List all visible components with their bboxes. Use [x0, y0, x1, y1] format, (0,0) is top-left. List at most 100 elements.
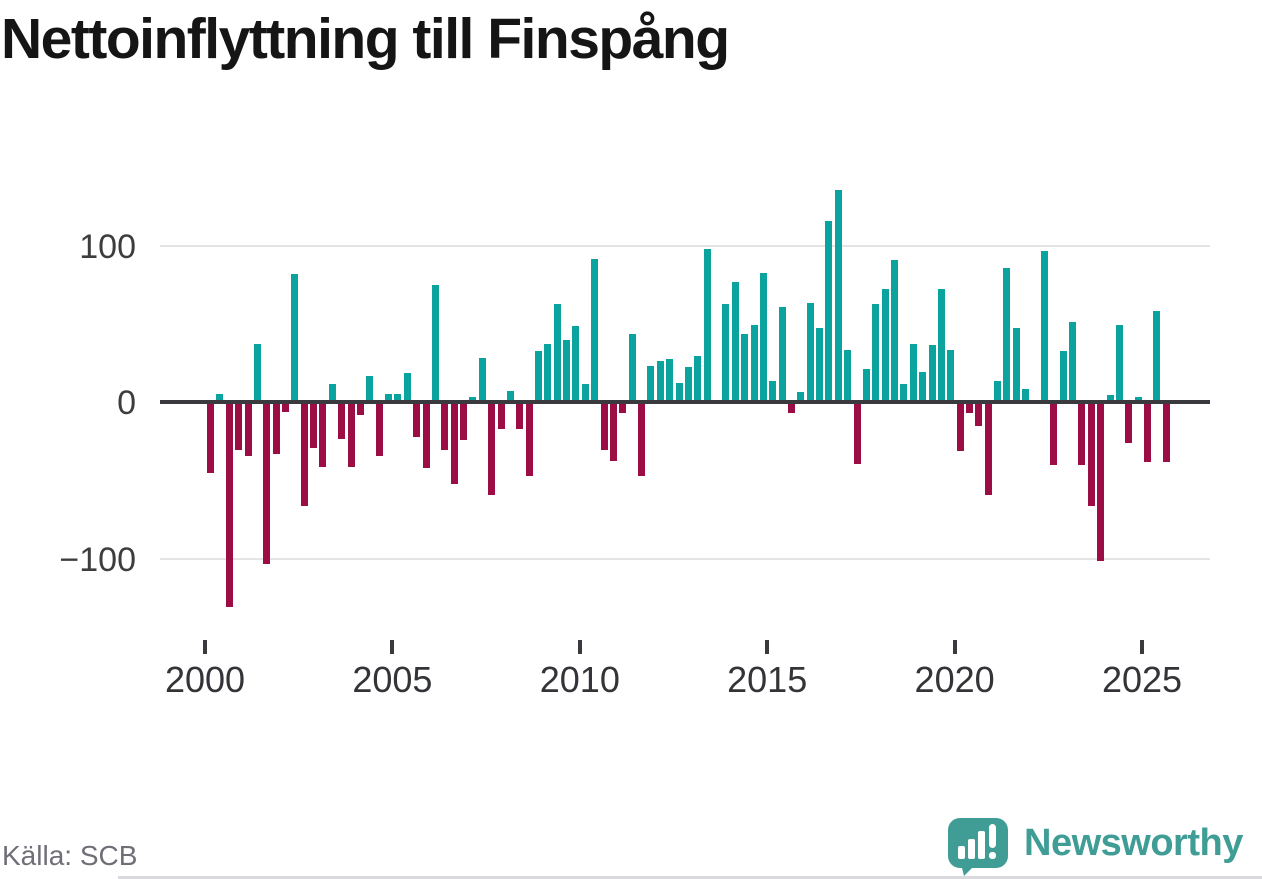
bar-2001-q4 — [272, 404, 280, 455]
bar-2019-q4 — [947, 349, 955, 400]
bar-2022-q4 — [1059, 351, 1067, 400]
bar-2009-q2 — [553, 304, 561, 400]
bar-2024-q4 — [1134, 396, 1142, 400]
bar-2005-q2 — [403, 373, 411, 400]
y-axis-label-minus-100: −100 — [59, 541, 136, 579]
bar-2025-q2 — [1153, 310, 1161, 400]
bar-2010-q2 — [591, 258, 599, 400]
bar-2011-q3 — [638, 404, 645, 477]
bar-2005-q1 — [394, 393, 402, 400]
newsworthy-logo: Newsworthy — [946, 810, 1262, 876]
x-tick-2015 — [765, 640, 770, 654]
x-axis-label-2015: 2015 — [727, 659, 808, 700]
bar-2017-q1 — [844, 349, 852, 400]
bar-2008-q3 — [525, 404, 533, 477]
bar-2011-q2 — [628, 334, 636, 400]
bar-2013-q4 — [722, 304, 730, 400]
bar-2016-q2 — [816, 327, 823, 400]
bar-2020-q3 — [975, 404, 983, 426]
bar-2023-q4 — [1097, 404, 1105, 561]
bar-2007-q1 — [469, 396, 477, 400]
bar-2017-q2 — [853, 404, 861, 464]
bar-2011-q1 — [619, 404, 627, 414]
bar-2012-q2 — [666, 359, 674, 400]
bar-2002-q2 — [291, 274, 299, 400]
bar-2020-q1 — [956, 404, 964, 452]
bar-2002-q1 — [282, 404, 289, 412]
x-axis-label-2005: 2005 — [352, 659, 433, 700]
bar-2016-q4 — [834, 189, 842, 400]
bar-2009-q3 — [563, 340, 571, 400]
bar-2009-q4 — [572, 326, 580, 400]
bar-2015-q4 — [797, 392, 805, 400]
bar-2017-q4 — [872, 304, 880, 400]
x-tick-2020 — [952, 640, 957, 654]
bar-2025-q1 — [1144, 404, 1151, 463]
bar-2010-q1 — [581, 384, 589, 400]
bar-2015-q3 — [787, 404, 795, 414]
bar-2007-q2 — [478, 357, 486, 400]
bar-2001-q3 — [263, 404, 271, 565]
bar-2006-q1 — [431, 285, 439, 400]
x-tick-2010 — [577, 640, 582, 654]
bar-2004-q1 — [356, 404, 364, 415]
bar-2000-q3 — [225, 404, 233, 607]
bar-2014-q3 — [750, 324, 758, 400]
bar-2022-q2 — [1040, 250, 1048, 400]
net-migration-bar-chart: 100 0 −100 2000 2005 2010 2015 2020 2025 — [59, 189, 1210, 700]
x-axis-label-2025: 2025 — [1101, 659, 1183, 700]
bar-2011-q4 — [647, 365, 655, 400]
bar-2000-q4 — [235, 404, 243, 450]
x-axis-label-2020: 2020 — [914, 659, 995, 700]
x-tick-2005 — [390, 640, 395, 654]
bar-2024-q3 — [1125, 404, 1133, 444]
zero-axis-line — [160, 400, 1210, 404]
bar-2012-q4 — [684, 367, 692, 400]
gridline-minus-100 — [160, 558, 1210, 560]
bar-2002-q3 — [300, 404, 308, 506]
bar-2015-q2 — [778, 307, 786, 400]
bar-2007-q3 — [488, 404, 496, 496]
bar-2019-q2 — [928, 345, 936, 401]
x-axis-label-2010: 2010 — [539, 659, 620, 700]
bar-2008-q2 — [516, 404, 524, 430]
bar-2013-q2 — [703, 249, 711, 400]
bar-2021-q1 — [994, 381, 1002, 400]
speech-bubble-bar-chart-icon — [948, 818, 1008, 876]
bar-2003-q1 — [319, 404, 327, 467]
y-axis-label-0: 0 — [117, 384, 136, 422]
bar-2019-q3 — [937, 288, 945, 400]
page-title: Nettoinflyttning till Finspång — [1, 7, 730, 71]
y-axis-label-100: 100 — [79, 228, 136, 266]
bar-2024-q1 — [1106, 395, 1114, 400]
bar-2003-q3 — [338, 404, 346, 439]
bar-2024-q2 — [1115, 324, 1123, 400]
bar-2003-q4 — [347, 404, 355, 467]
bar-2015-q1 — [769, 381, 777, 400]
bar-2006-q4 — [460, 404, 467, 441]
bar-2002-q4 — [310, 404, 318, 448]
brand-name: Newsworthy — [1024, 821, 1243, 864]
bar-2001-q1 — [244, 404, 252, 456]
bar-2008-q4 — [535, 351, 542, 400]
bar-2021-q2 — [1003, 268, 1011, 400]
bar-2005-q3 — [413, 404, 421, 437]
bottom-edge-divider — [118, 876, 1262, 879]
bar-2000-q2 — [216, 393, 224, 400]
bar-2004-q3 — [375, 404, 383, 456]
bar-2019-q1 — [919, 371, 927, 400]
source-note: Källa: SCB — [2, 840, 138, 871]
bar-2018-q3 — [900, 384, 908, 400]
bar-2007-q4 — [497, 404, 505, 430]
bar-2025-q3 — [1162, 404, 1170, 463]
bar-2005-q4 — [422, 404, 430, 469]
bar-2022-q3 — [1050, 404, 1058, 466]
bar-2014-q1 — [731, 282, 739, 401]
bar-2010-q4 — [609, 404, 617, 461]
bar-2018-q4 — [909, 343, 917, 400]
bar-2004-q4 — [385, 393, 392, 400]
bar-2010-q3 — [600, 404, 608, 450]
bar-2017-q3 — [862, 368, 870, 400]
x-axis-label-2000: 2000 — [164, 659, 246, 700]
